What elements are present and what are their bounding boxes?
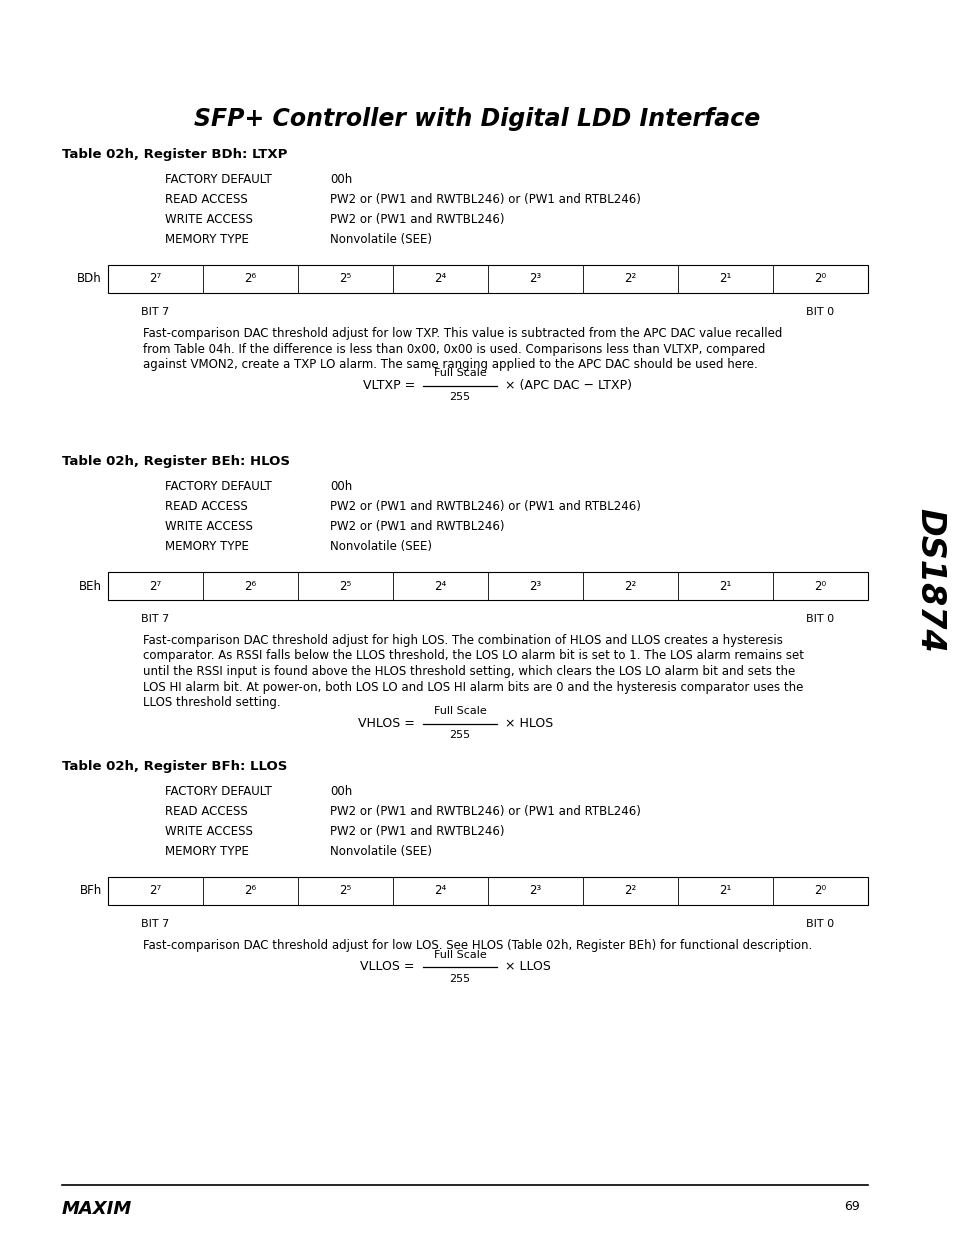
- Text: FACTORY DEFAULT: FACTORY DEFAULT: [165, 785, 272, 798]
- Text: PW2 or (PW1 and RWTBL246) or (PW1 and RTBL246): PW2 or (PW1 and RWTBL246) or (PW1 and RT…: [330, 500, 640, 513]
- Text: against VMON2, create a TXP LO alarm. The same ranging applied to the APC DAC sh: against VMON2, create a TXP LO alarm. Th…: [143, 358, 757, 370]
- Text: Table 02h, Register BEh: HLOS: Table 02h, Register BEh: HLOS: [62, 454, 290, 468]
- Text: 2³: 2³: [529, 579, 541, 593]
- Text: 2¹: 2¹: [719, 884, 731, 898]
- Text: PW2 or (PW1 and RWTBL246): PW2 or (PW1 and RWTBL246): [330, 212, 504, 226]
- Text: 2¹: 2¹: [719, 273, 731, 285]
- Text: 2²: 2²: [623, 273, 636, 285]
- Text: 2⁷: 2⁷: [150, 579, 161, 593]
- Text: PW2 or (PW1 and RWTBL246): PW2 or (PW1 and RWTBL246): [330, 520, 504, 534]
- Text: × (APC DAC − LTXP): × (APC DAC − LTXP): [504, 379, 631, 391]
- Text: BFh: BFh: [80, 884, 102, 898]
- Text: VHLOS =: VHLOS =: [357, 718, 415, 730]
- Bar: [108, 877, 867, 905]
- Text: Table 02h, Register BDh: LTXP: Table 02h, Register BDh: LTXP: [62, 148, 287, 161]
- Text: MEMORY TYPE: MEMORY TYPE: [165, 845, 249, 858]
- Text: BIT 0: BIT 0: [805, 919, 834, 929]
- Text: WRITE ACCESS: WRITE ACCESS: [165, 212, 253, 226]
- Text: WRITE ACCESS: WRITE ACCESS: [165, 520, 253, 534]
- Text: 00h: 00h: [330, 480, 352, 493]
- Text: Table 02h, Register BFh: LLOS: Table 02h, Register BFh: LLOS: [62, 760, 287, 773]
- Text: FACTORY DEFAULT: FACTORY DEFAULT: [165, 173, 272, 186]
- Text: 2⁴: 2⁴: [434, 273, 446, 285]
- Text: READ ACCESS: READ ACCESS: [165, 193, 248, 206]
- Text: BIT 7: BIT 7: [141, 308, 170, 317]
- Text: 255: 255: [449, 973, 470, 983]
- Text: LLOS threshold setting.: LLOS threshold setting.: [143, 697, 280, 709]
- Text: ΜAXIM: ΜAXIM: [62, 1200, 132, 1218]
- Text: Full Scale: Full Scale: [434, 950, 486, 960]
- Text: 2⁷: 2⁷: [150, 884, 161, 898]
- Text: 00h: 00h: [330, 173, 352, 186]
- Text: Fast-comparison DAC threshold adjust for low LOS. See HLOS (Table 02h, Register : Fast-comparison DAC threshold adjust for…: [143, 939, 811, 952]
- Text: 2¹: 2¹: [719, 579, 731, 593]
- Text: Full Scale: Full Scale: [434, 706, 486, 716]
- Text: DS1874: DS1874: [913, 508, 945, 652]
- Text: PW2 or (PW1 and RWTBL246) or (PW1 and RTBL246): PW2 or (PW1 and RWTBL246) or (PW1 and RT…: [330, 193, 640, 206]
- Text: 2⁴: 2⁴: [434, 884, 446, 898]
- Text: Nonvolatile (SEE): Nonvolatile (SEE): [330, 233, 432, 246]
- Text: Full Scale: Full Scale: [434, 368, 486, 378]
- Text: 2³: 2³: [529, 273, 541, 285]
- Text: LOS HI alarm bit. At power-on, both LOS LO and LOS HI alarm bits are 0 and the h: LOS HI alarm bit. At power-on, both LOS …: [143, 680, 802, 694]
- Text: 2²: 2²: [623, 884, 636, 898]
- Text: comparator. As RSSI falls below the LLOS threshold, the LOS LO alarm bit is set : comparator. As RSSI falls below the LLOS…: [143, 650, 803, 662]
- Text: MEMORY TYPE: MEMORY TYPE: [165, 233, 249, 246]
- Bar: [108, 266, 867, 293]
- Text: × LLOS: × LLOS: [504, 960, 550, 973]
- Text: READ ACCESS: READ ACCESS: [165, 805, 248, 818]
- Text: 2³: 2³: [529, 884, 541, 898]
- Text: 2⁰: 2⁰: [814, 579, 825, 593]
- Text: WRITE ACCESS: WRITE ACCESS: [165, 825, 253, 839]
- Bar: [108, 572, 867, 600]
- Text: 2⁶: 2⁶: [244, 884, 256, 898]
- Text: × HLOS: × HLOS: [504, 718, 553, 730]
- Text: READ ACCESS: READ ACCESS: [165, 500, 248, 513]
- Text: 2⁶: 2⁶: [244, 273, 256, 285]
- Text: 2⁴: 2⁴: [434, 579, 446, 593]
- Text: 69: 69: [843, 1200, 859, 1213]
- Text: VLLOS =: VLLOS =: [360, 960, 415, 973]
- Text: BEh: BEh: [79, 579, 102, 593]
- Text: Fast-comparison DAC threshold adjust for high LOS. The combination of HLOS and L: Fast-comparison DAC threshold adjust for…: [143, 634, 782, 647]
- Text: 00h: 00h: [330, 785, 352, 798]
- Text: 2²: 2²: [623, 579, 636, 593]
- Text: MEMORY TYPE: MEMORY TYPE: [165, 540, 249, 553]
- Text: 2⁵: 2⁵: [339, 273, 352, 285]
- Text: BIT 7: BIT 7: [141, 614, 170, 624]
- Text: 2⁰: 2⁰: [814, 884, 825, 898]
- Text: 2⁷: 2⁷: [150, 273, 161, 285]
- Text: BIT 0: BIT 0: [805, 614, 834, 624]
- Text: 255: 255: [449, 393, 470, 403]
- Text: PW2 or (PW1 and RWTBL246) or (PW1 and RTBL246): PW2 or (PW1 and RWTBL246) or (PW1 and RT…: [330, 805, 640, 818]
- Text: 2⁵: 2⁵: [339, 884, 352, 898]
- Text: 2⁶: 2⁶: [244, 579, 256, 593]
- Text: BIT 7: BIT 7: [141, 919, 170, 929]
- Text: from Table 04h. If the difference is less than 0x00, 0x00 is used. Comparisons l: from Table 04h. If the difference is les…: [143, 342, 764, 356]
- Text: until the RSSI input is found above the HLOS threshold setting, which clears the: until the RSSI input is found above the …: [143, 664, 795, 678]
- Text: Nonvolatile (SEE): Nonvolatile (SEE): [330, 845, 432, 858]
- Text: VLTXP =: VLTXP =: [362, 379, 415, 391]
- Text: PW2 or (PW1 and RWTBL246): PW2 or (PW1 and RWTBL246): [330, 825, 504, 839]
- Text: BIT 0: BIT 0: [805, 308, 834, 317]
- Text: Nonvolatile (SEE): Nonvolatile (SEE): [330, 540, 432, 553]
- Text: 255: 255: [449, 730, 470, 741]
- Text: SFP+ Controller with Digital LDD Interface: SFP+ Controller with Digital LDD Interfa…: [193, 107, 760, 131]
- Text: Fast-comparison DAC threshold adjust for low TXP. This value is subtracted from : Fast-comparison DAC threshold adjust for…: [143, 327, 781, 340]
- Text: 2⁵: 2⁵: [339, 579, 352, 593]
- Text: BDh: BDh: [77, 273, 102, 285]
- Text: 2⁰: 2⁰: [814, 273, 825, 285]
- Text: FACTORY DEFAULT: FACTORY DEFAULT: [165, 480, 272, 493]
